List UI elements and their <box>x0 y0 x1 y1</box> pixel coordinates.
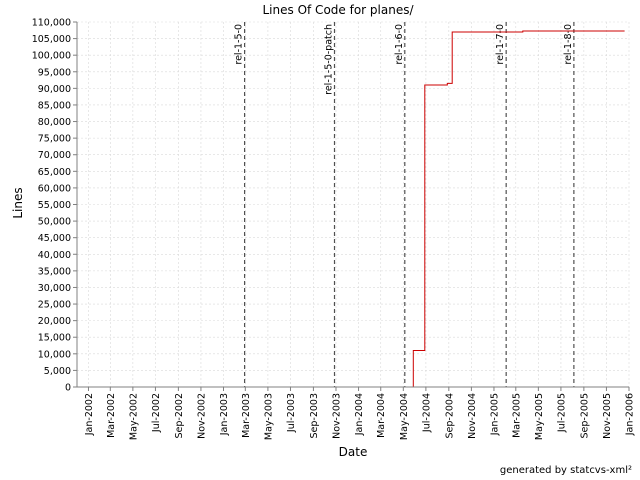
x-tick-label: Sep-2005 <box>579 393 590 439</box>
y-tick-label: 50,000 <box>38 217 71 228</box>
release-marker-label: rel-1-6-0 <box>394 24 405 65</box>
y-tick-label: 60,000 <box>38 183 71 194</box>
x-tick-label: Nov-2002 <box>196 393 207 439</box>
y-tick-label: 70,000 <box>38 150 71 161</box>
y-tick-label: 20,000 <box>38 316 71 327</box>
release-marker-label: rel-1-7-0 <box>495 24 506 65</box>
y-tick-label: 40,000 <box>38 250 71 261</box>
grid <box>77 21 630 388</box>
x-tick-label: May-2003 <box>263 393 274 440</box>
x-tick-label: Nov-2004 <box>467 393 478 439</box>
x-tick-label: Jan-2006 <box>625 393 636 436</box>
y-axis-ticks: 0 5,000 10,000 15,000 20,000 25,000 30,000 35,0… <box>32 18 77 394</box>
y-tick-label: 100,000 <box>32 51 71 62</box>
y-tick-label: 25,000 <box>38 300 71 311</box>
y-tick-label: 35,000 <box>38 266 71 277</box>
y-tick-label: 65,000 <box>38 167 71 178</box>
y-tick-label: 10,000 <box>38 349 71 360</box>
x-tick-label: Nov-2005 <box>602 393 613 439</box>
y-axis-label: Lines <box>11 187 25 218</box>
release-marker-label: rel-1-5-0 <box>234 24 245 65</box>
x-tick-label: May-2002 <box>128 393 139 440</box>
x-tick-label: Mar-2005 <box>511 393 522 438</box>
x-tick-label: Jul-2004 <box>421 393 432 433</box>
release-markers: rel-1-5-0 rel-1-5-0-patch rel-1-6-0 rel-1-7… <box>234 22 575 387</box>
release-marker-label: rel-1-8-0 <box>563 24 574 65</box>
y-tick-label: 90,000 <box>38 84 71 95</box>
y-tick-label: 30,000 <box>38 283 71 294</box>
series-line-loc <box>88 30 625 388</box>
x-tick-label: Mar-2002 <box>106 393 117 438</box>
x-tick-label: Mar-2004 <box>376 393 387 438</box>
y-tick-label: 110,000 <box>32 18 71 29</box>
y-tick-label: 0 <box>65 383 71 394</box>
x-tick-label: Mar-2003 <box>241 393 252 438</box>
release-marker-label: rel-1-5-0-patch <box>324 24 335 95</box>
x-tick-label: May-2004 <box>399 393 410 440</box>
y-tick-label: 45,000 <box>38 233 71 244</box>
x-tick-label: Jul-2003 <box>286 393 297 433</box>
x-tick-label: May-2005 <box>534 393 545 440</box>
x-tick-label: Jan-2005 <box>489 393 500 436</box>
generator-credit: generated by statcvs-xml² <box>499 465 632 476</box>
y-tick-label: 75,000 <box>38 134 71 145</box>
x-tick-label: Jan-2004 <box>354 393 365 436</box>
y-tick-label: 55,000 <box>38 200 71 211</box>
x-tick-label: Jul-2002 <box>151 393 162 433</box>
y-tick-label: 85,000 <box>38 100 71 111</box>
x-tick-label: Sep-2004 <box>444 393 455 439</box>
x-tick-label: Sep-2002 <box>174 393 185 439</box>
x-tick-label: Jan-2003 <box>219 393 230 436</box>
x-tick-label: Sep-2003 <box>309 393 320 439</box>
x-axis-ticks: Jan-2002 Mar-2002 May-2002 Jul-2002 Sep-2002… <box>84 387 636 440</box>
x-axis-label: Date <box>339 445 368 459</box>
chart-title: Lines Of Code for planes/ <box>263 3 415 17</box>
y-tick-label: 15,000 <box>38 333 71 344</box>
y-tick-label: 95,000 <box>38 67 71 78</box>
y-tick-label: 80,000 <box>38 117 71 128</box>
y-tick-label: 5,000 <box>44 366 71 377</box>
x-tick-label: Jan-2002 <box>84 393 95 436</box>
y-tick-label: 105,000 <box>32 34 71 45</box>
x-tick-label: Nov-2003 <box>331 393 342 439</box>
x-tick-label: Jul-2005 <box>556 393 567 433</box>
